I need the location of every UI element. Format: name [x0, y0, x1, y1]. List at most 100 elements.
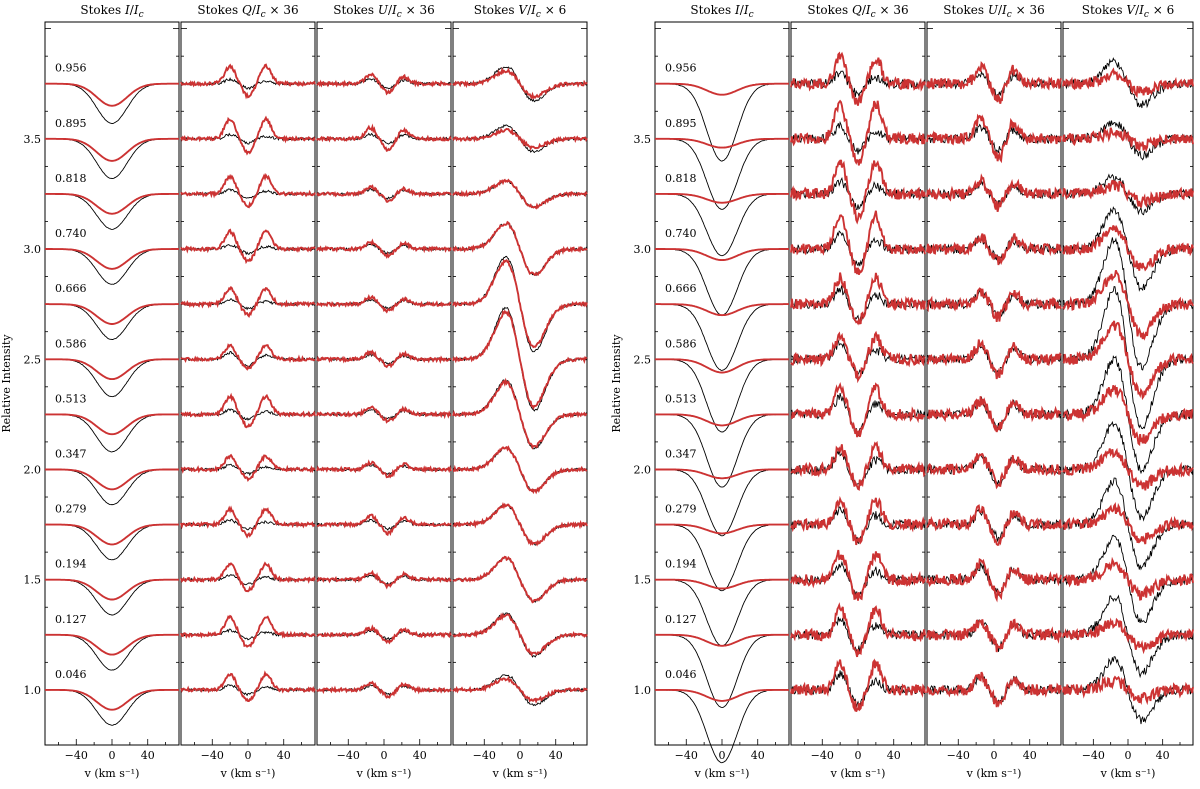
- x-tick-label-left-1-1: 0: [245, 749, 252, 762]
- panel-frame-right-0: [654, 21, 790, 746]
- x-tick-label-right-2-0: −40: [947, 749, 970, 762]
- x-tick-label-left-0-0: −40: [65, 749, 88, 762]
- x-axis-label-left-3: v (km s⁻¹): [492, 767, 548, 780]
- series-model-right-I-11: [655, 688, 789, 702]
- x-tick-label-right-1-1: 0: [855, 749, 862, 762]
- panel-title-right-3: Stokes V/Ic × 6: [1082, 3, 1174, 20]
- series-model-right-Q-10: [790, 602, 926, 658]
- series-model-right-U-6: [926, 396, 1062, 433]
- panel-title-right-1: Stokes Q/Ic × 36: [807, 3, 908, 20]
- x-tick-label-left-2-1: 0: [381, 749, 388, 762]
- series-observed-left-I-9: [45, 579, 180, 616]
- series-observed-right-I-5: [655, 358, 790, 433]
- series-model-right-I-10: [655, 633, 789, 647]
- phase-label-left-1: 0.895: [55, 117, 87, 130]
- phase-label-left-4: 0.666: [55, 282, 87, 295]
- x-axis-label-right-2: v (km s⁻¹): [966, 767, 1022, 780]
- phase-label-right-5: 0.586: [665, 337, 697, 350]
- x-tick-label-right-1-2: 40: [887, 749, 901, 762]
- y-axis-label-left: Relative Intensity: [0, 334, 13, 433]
- series-model-right-V-10: [1062, 617, 1194, 655]
- x-tick-label-left-3-1: 0: [517, 749, 524, 762]
- series-model-right-Q-11: [790, 658, 926, 713]
- series-model-right-V-1: [1062, 126, 1194, 153]
- series-model-right-Q-4: [790, 272, 926, 326]
- y-tick-label-left-3: 2.5: [24, 353, 42, 366]
- panel-title-left-1: Stokes Q/Ic × 36: [197, 3, 298, 20]
- series-model-right-Q-5: [790, 330, 926, 384]
- series-model-left-U-9: [316, 569, 452, 590]
- x-axis-label-right-1: v (km s⁻¹): [830, 767, 886, 780]
- series-model-left-I-11: [45, 688, 179, 711]
- x-axis-label-left-1: v (km s⁻¹): [220, 767, 276, 780]
- y-tick-label-right-4: 3.0: [634, 243, 652, 256]
- series-model-right-V-0: [1062, 67, 1194, 98]
- series-model-right-V-8: [1062, 502, 1194, 545]
- panel-title-right-2: Stokes U/Ic × 36: [943, 3, 1045, 20]
- y-tick-label-left-2: 2.0: [24, 463, 42, 476]
- phase-label-right-11: 0.046: [665, 668, 697, 681]
- y-tick-label-right-1: 1.5: [634, 574, 652, 587]
- series-model-left-U-3: [316, 238, 452, 259]
- series-model-left-U-10: [316, 624, 452, 645]
- series-model-left-I-1: [45, 137, 179, 162]
- series-model-left-Q-10: [180, 614, 316, 648]
- series-model-right-V-3: [1062, 224, 1194, 272]
- panel-title-left-2: Stokes U/Ic × 36: [333, 3, 435, 20]
- series-model-right-U-3: [926, 233, 1062, 266]
- series-observed-left-I-11: [44, 689, 179, 726]
- series-model-left-V-9: [452, 555, 588, 604]
- series-model-right-I-7: [655, 468, 789, 480]
- phase-label-right-3: 0.740: [665, 227, 697, 240]
- series-model-left-Q-2: [180, 172, 316, 209]
- series-model-left-Q-6: [180, 392, 316, 429]
- series-model-left-U-7: [316, 459, 452, 479]
- series-model-left-I-0: [45, 82, 179, 107]
- series-model-left-I-4: [45, 303, 179, 325]
- series-model-right-I-0: [655, 82, 789, 96]
- phase-label-left-8: 0.279: [55, 503, 87, 516]
- y-axis-label-right: Relative Intensity: [610, 334, 623, 433]
- y-tick-label-right-5: 3.5: [634, 133, 652, 146]
- series-model-right-I-5: [655, 358, 789, 374]
- x-tick-label-right-2-2: 40: [1023, 749, 1037, 762]
- series-model-right-Q-3: [790, 210, 926, 276]
- series-model-left-I-5: [45, 358, 179, 381]
- series-model-right-Q-7: [790, 440, 926, 491]
- series-model-left-Q-9: [180, 561, 316, 593]
- series-model-right-U-11: [926, 671, 1062, 708]
- x-tick-label-right-3-1: 0: [1125, 749, 1132, 762]
- series-model-left-I-2: [45, 192, 179, 215]
- panel-title-right-0: Stokes I/Ic: [690, 3, 753, 20]
- phase-label-right-4: 0.666: [665, 282, 697, 295]
- panel-title-left-0: Stokes I/Ic: [80, 3, 143, 20]
- panel-title-left-3: Stokes V/Ic × 6: [474, 3, 566, 20]
- series-model-right-I-4: [655, 303, 789, 317]
- series-model-left-V-7: [452, 445, 588, 495]
- x-axis-label-right-3: v (km s⁻¹): [1100, 767, 1156, 780]
- series-observed-left-I-6: [44, 413, 180, 453]
- series-model-right-U-9: [926, 557, 1062, 603]
- series-model-right-U-5: [926, 339, 1062, 380]
- x-tick-label-right-0-2: 40: [751, 749, 765, 762]
- x-tick-label-right-1-0: −40: [811, 749, 834, 762]
- series-model-left-Q-3: [180, 228, 316, 265]
- series-model-right-V-7: [1062, 447, 1194, 491]
- series-model-right-V-2: [1062, 179, 1194, 208]
- x-tick-label-right-3-0: −40: [1082, 749, 1105, 762]
- x-tick-label-right-0-0: −40: [675, 749, 698, 762]
- series-model-right-U-10: [926, 618, 1062, 653]
- x-tick-label-right-0-1: 0: [719, 749, 726, 762]
- y-tick-label-left-0: 1.0: [24, 684, 42, 697]
- series-model-right-V-9: [1062, 556, 1194, 601]
- series-model-left-U-6: [316, 405, 452, 424]
- series-model-right-I-1: [655, 137, 789, 149]
- phase-label-left-6: 0.513: [55, 392, 87, 405]
- series-model-left-V-6: [452, 377, 588, 450]
- x-tick-label-left-3-2: 40: [549, 749, 563, 762]
- phase-label-left-11: 0.046: [55, 668, 87, 681]
- phase-label-right-10: 0.127: [665, 613, 697, 626]
- series-model-left-I-9: [45, 578, 179, 601]
